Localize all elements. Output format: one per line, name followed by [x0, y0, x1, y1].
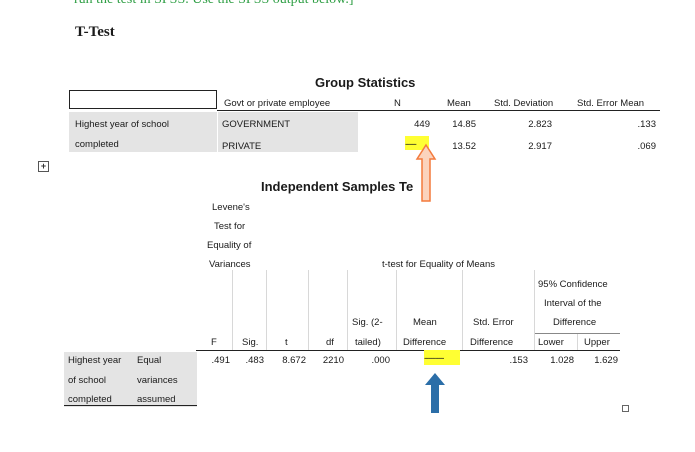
- mean-private: 13.52: [452, 141, 476, 152]
- highlight-mean-diff: [424, 350, 460, 365]
- group-government: GOVERNMENT: [222, 119, 291, 130]
- val-lower: 1.028: [550, 355, 574, 366]
- col-header-mean: Mean: [447, 98, 471, 109]
- val-upper: 1.629: [594, 355, 618, 366]
- ci-line1: 95% Confidence: [538, 279, 608, 290]
- levene-line1: Levene's: [212, 202, 250, 213]
- header-rule: [217, 110, 660, 111]
- var-label-line2: completed: [75, 139, 119, 150]
- n-government: 449: [414, 119, 430, 130]
- col-sed-line1: Std. Error: [473, 317, 514, 328]
- col-t: t: [285, 337, 288, 348]
- divider: [577, 334, 578, 350]
- val-mean-diff: ---------: [424, 353, 444, 364]
- divider: [266, 270, 267, 350]
- col-df: df: [326, 337, 334, 348]
- indep-bottom-rule: [64, 405, 197, 406]
- ttest-header: t-test for Equality of Means: [382, 259, 495, 270]
- col-sed-line2: Difference: [470, 337, 514, 348]
- resize-handle-icon[interactable]: [622, 405, 629, 412]
- indep-row-label-shade: [64, 352, 197, 407]
- ci-rule: [534, 333, 620, 334]
- indep-var-line3: completed: [68, 394, 112, 405]
- sd-private: 2.917: [528, 141, 552, 152]
- levene-line4: Variances: [209, 259, 251, 270]
- col-md-line1: Mean: [413, 317, 437, 328]
- val-f: .491: [211, 355, 231, 366]
- sem-government: .133: [637, 119, 657, 130]
- divider: [396, 270, 397, 350]
- indep-var-line2: of school: [68, 375, 107, 386]
- mean-government: 14.85: [452, 119, 476, 130]
- empty-corner-cell: [69, 90, 217, 109]
- col-sig2-line1: Sig. (2-: [352, 317, 383, 328]
- val-df: 2210: [322, 355, 344, 366]
- levene-line2: Test for: [214, 221, 246, 232]
- col-sig: Sig.: [242, 337, 259, 348]
- val-std-err-diff: .153: [509, 355, 529, 366]
- divider: [347, 270, 348, 350]
- val-sig2: .000: [371, 355, 391, 366]
- col-header-sd: Std. Deviation: [494, 98, 554, 109]
- assump-line1: Equal: [137, 355, 162, 366]
- divider: [534, 270, 535, 350]
- sem-private: .069: [637, 141, 657, 152]
- col-sig2-line2: tailed): [355, 337, 381, 348]
- n-private: -----: [405, 139, 417, 150]
- val-sig: .483: [245, 355, 265, 366]
- indep-var-line1: Highest year: [68, 355, 122, 366]
- assump-line3: assumed: [137, 394, 176, 405]
- row-label-shade: [69, 112, 358, 152]
- levene-line3: Equality of: [207, 240, 252, 251]
- divider: [308, 270, 309, 350]
- col-header-sem: Std. Error Mean: [577, 98, 645, 109]
- divider: [232, 270, 233, 350]
- sd-government: 2.823: [528, 119, 552, 130]
- col-f: F: [211, 337, 217, 348]
- indep-title: Independent Samples Te: [261, 179, 414, 194]
- col-lower: Lower: [538, 337, 564, 348]
- indep-header-rule: [196, 350, 620, 351]
- val-t: 8.672: [282, 355, 306, 366]
- col-header-group: Govt or private employee: [224, 98, 331, 109]
- orange-up-arrow-icon: [415, 143, 437, 202]
- divider: [462, 270, 463, 350]
- var-label-line1: Highest year of school: [75, 119, 169, 130]
- assump-line2: variances: [137, 375, 178, 386]
- group-stats-title: Group Statistics: [315, 75, 416, 90]
- col-md-line2: Difference: [403, 337, 447, 348]
- col-upper: Upper: [584, 337, 610, 348]
- expand-icon[interactable]: +: [38, 161, 49, 172]
- label-divider: [217, 112, 218, 152]
- ci-line2: Interval of the: [544, 298, 602, 309]
- highlight-n-private: [405, 136, 429, 150]
- group-private: PRIVATE: [222, 141, 262, 152]
- blue-up-arrow-icon: [425, 373, 445, 413]
- instruction-text: run the test in SPSS. Use the SPSS outpu…: [74, 0, 354, 8]
- col-header-n: N: [394, 98, 401, 109]
- ttest-heading: T-Test: [75, 24, 115, 40]
- ci-line3: Difference: [553, 317, 597, 328]
